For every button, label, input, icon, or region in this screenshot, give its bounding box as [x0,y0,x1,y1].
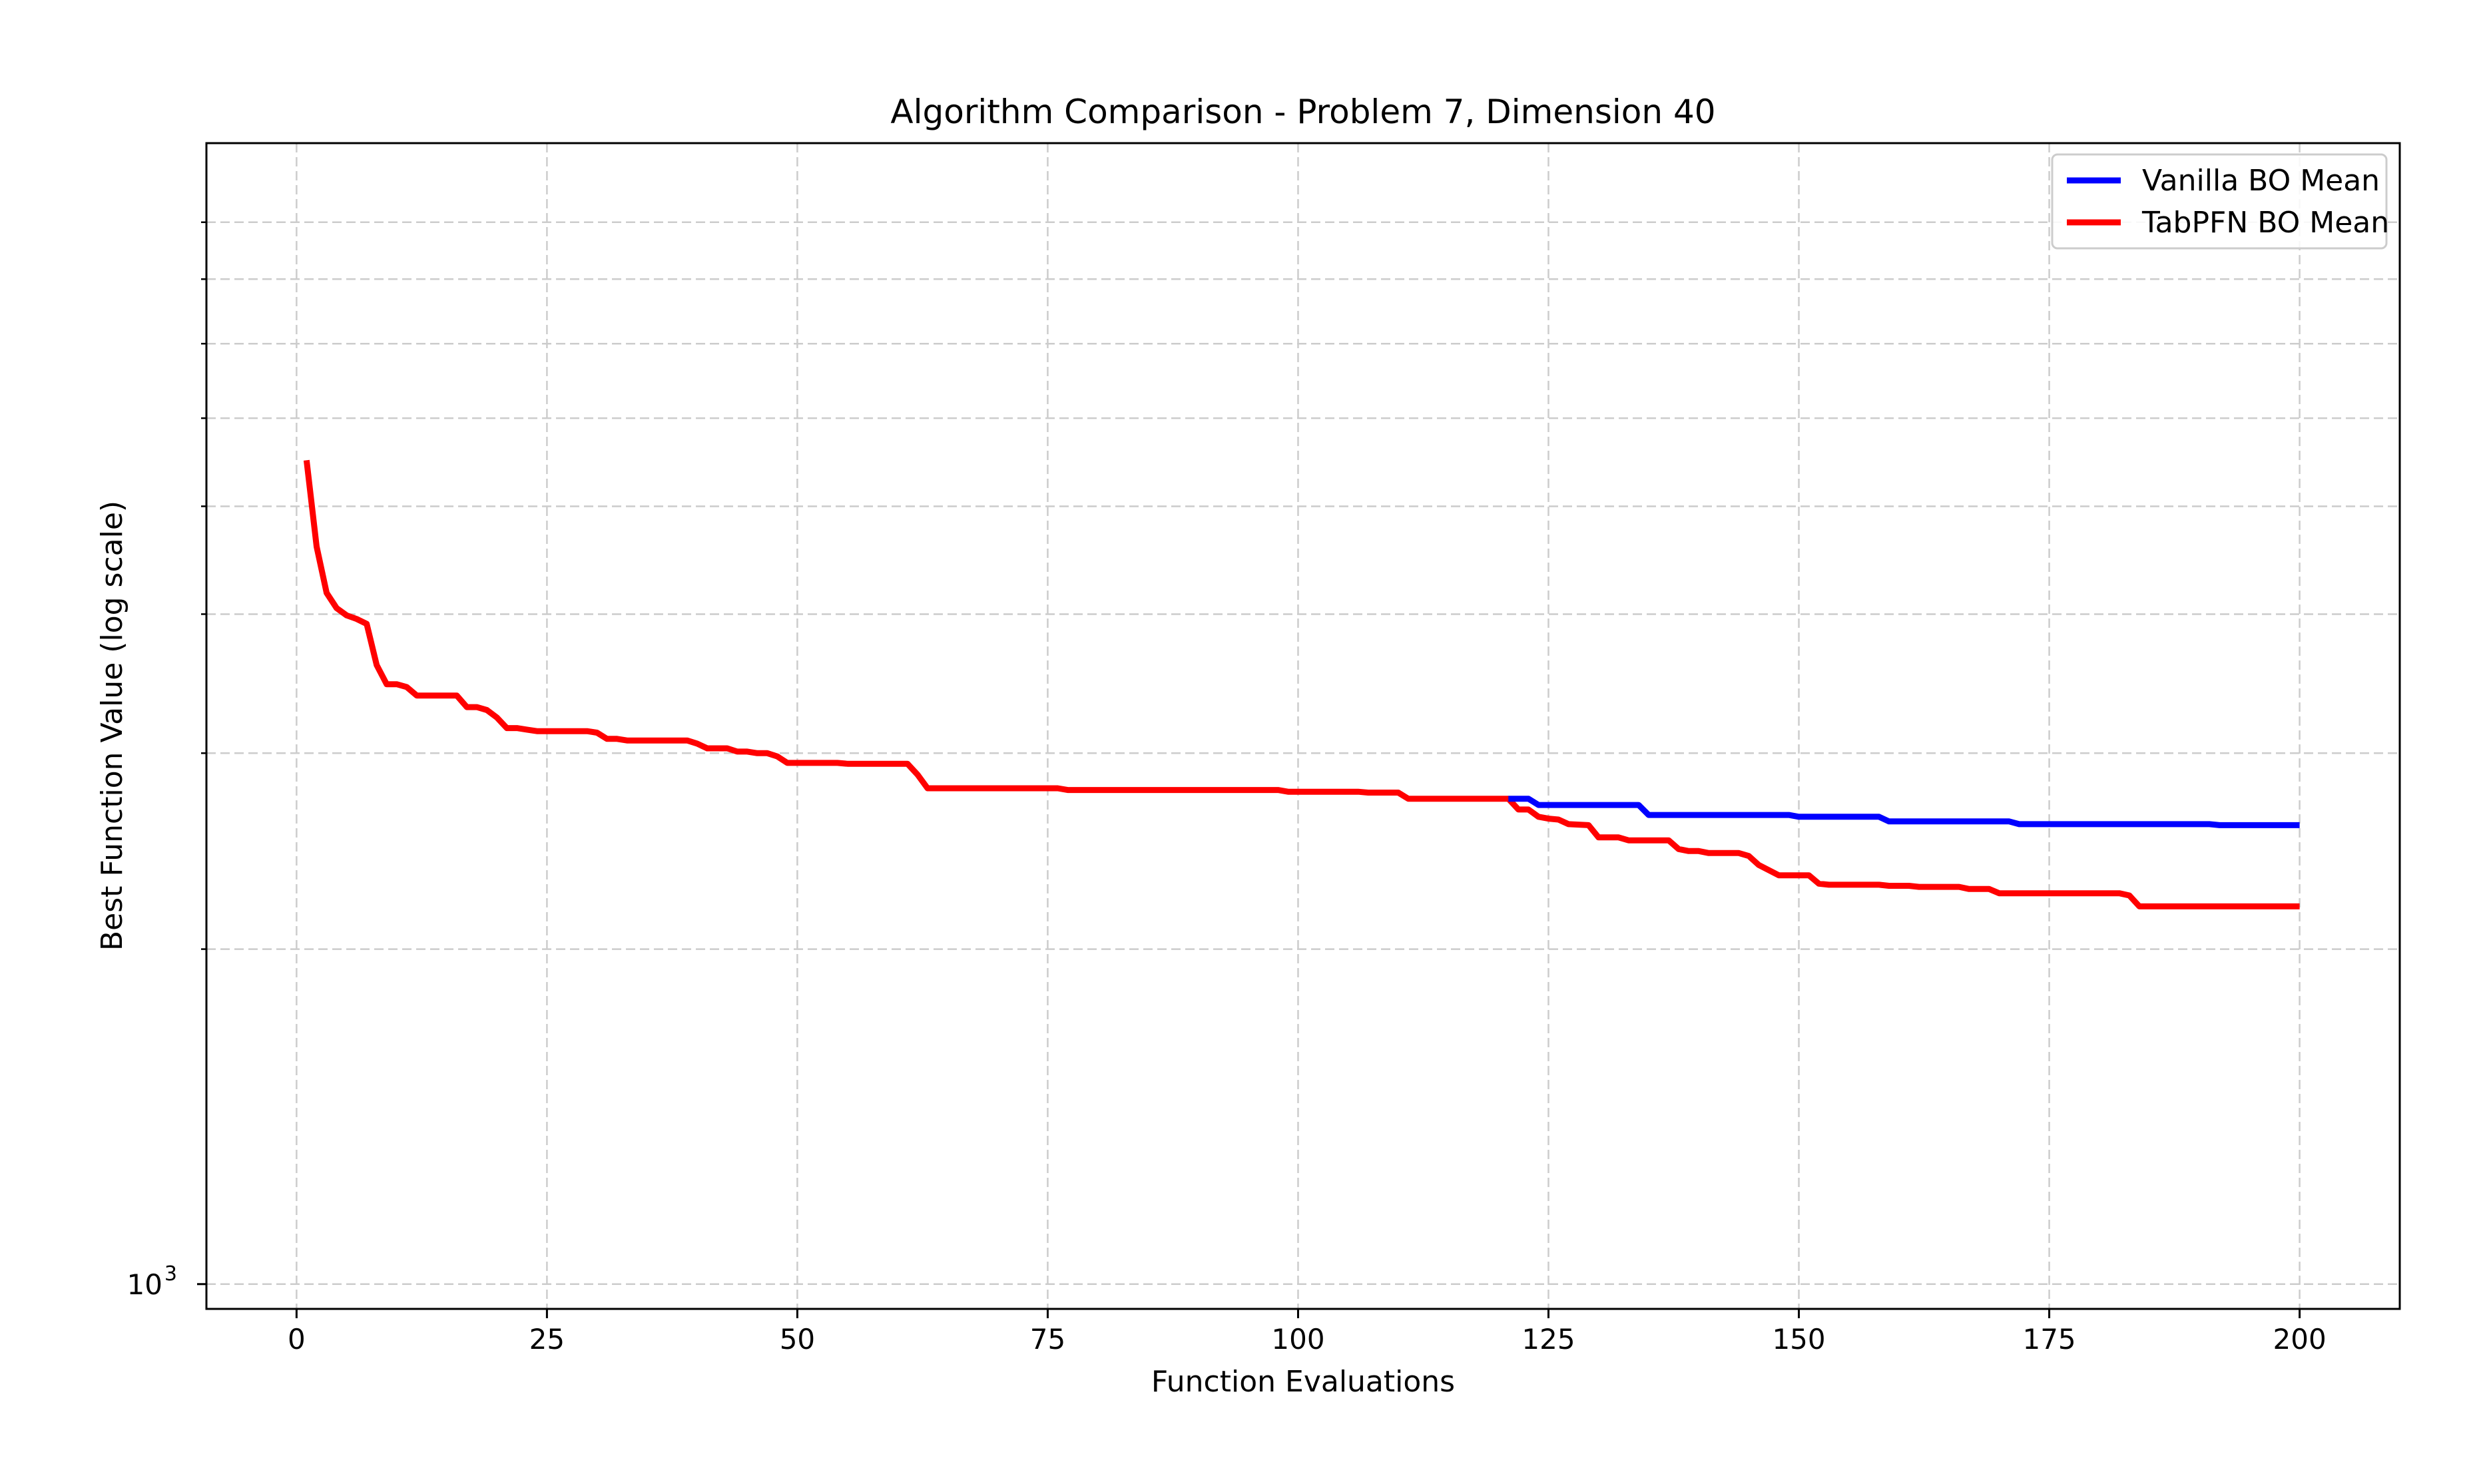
x-tick-label: 175 [2022,1323,2075,1356]
x-tick-label: 75 [1030,1323,1065,1356]
series-line-vanilla-bo-mean [1508,796,2300,828]
chart-title: Algorithm Comparison - Problem 7, Dimens… [890,93,1715,131]
plot-frame [205,142,2401,1310]
x-tick-label: 200 [2273,1323,2327,1356]
series-line-tabpfn-bo-mean [303,459,2300,909]
x-tick-label: 125 [1521,1323,1575,1356]
series-layer [303,459,2300,909]
x-tick-label: 25 [529,1323,565,1356]
y-tick-label-exponent: 3 [164,1262,177,1286]
y-axis-label: Best Function Value (log scale) [95,501,129,951]
x-tick-label: 50 [780,1323,815,1356]
y-tick-label: 10 [127,1268,162,1301]
x-tick-label: 100 [1271,1323,1324,1356]
legend: Vanilla BO Mean TabPFN BO Mean [2051,153,2389,250]
legend-label-vanilla: Vanilla BO Mean [2142,164,2380,198]
x-tick-label: 0 [288,1323,306,1356]
ticks: 0 25 50 75 100 125 150 175 200 10 3 [127,221,2327,1356]
x-axis-label: Function Evaluations [1151,1365,1455,1399]
legend-box [2051,153,2388,250]
grid [206,143,2400,1309]
x-tick-label: 150 [1772,1323,1825,1356]
legend-label-tabpfn: TabPFN BO Mean [2141,206,2389,240]
plot-area-background [206,143,2400,1309]
